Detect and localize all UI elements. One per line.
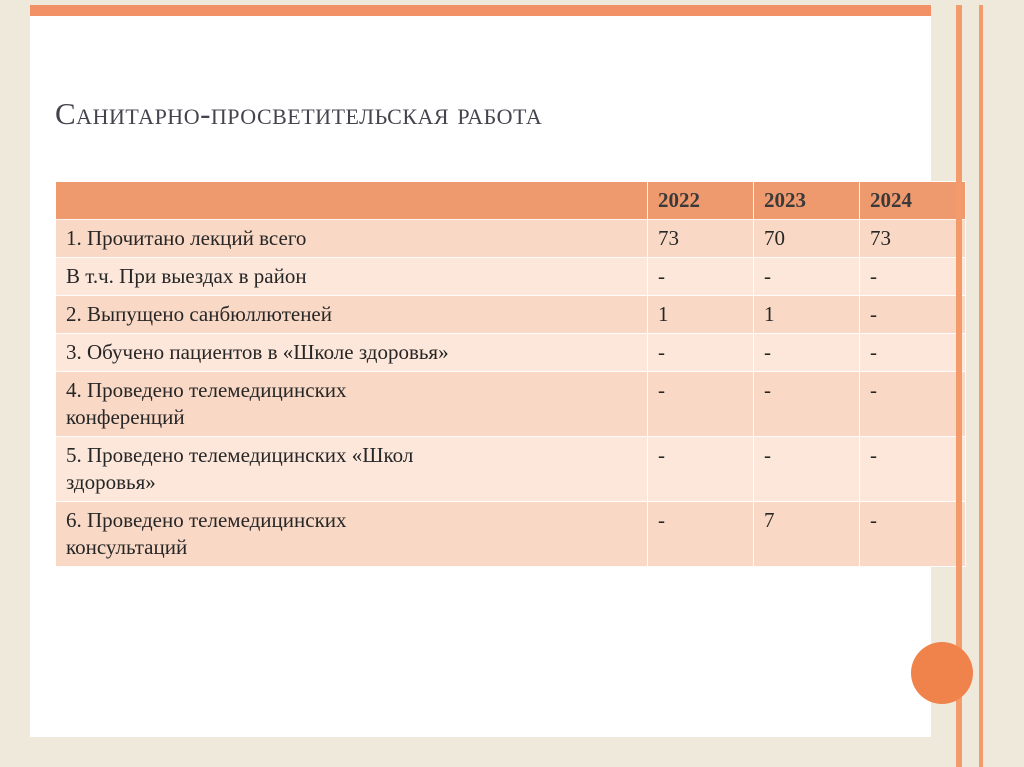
value-cell: 73 — [647, 219, 754, 258]
value-cell: - — [647, 501, 754, 567]
value-cell: 1 — [647, 295, 754, 334]
value-cell: - — [753, 257, 860, 296]
value-cell: - — [647, 371, 754, 437]
table-row: 2. Выпущено санбюллютеней 1 1- — [55, 295, 966, 334]
value-cell: - — [859, 371, 966, 437]
vertical-accent-stripe-2 — [979, 5, 983, 767]
value-cell: - — [753, 436, 860, 502]
top-accent-bar — [30, 5, 931, 16]
value-cell: 73 — [859, 219, 966, 258]
value-cell: - — [647, 257, 754, 296]
year-header-cell: 2022 — [647, 181, 754, 220]
table-row: 4. Проведено телемедицинских конференций… — [55, 371, 966, 437]
value-cell: - — [859, 436, 966, 502]
row-label-cell: 3. Обучено пациентов в «Школе здоровья» — [55, 333, 648, 372]
value-cell: - — [859, 257, 966, 296]
value-cell: 70 — [753, 219, 860, 258]
row-label-cell: 2. Выпущено санбюллютеней — [55, 295, 648, 334]
table-row: 6. Проведено телемедицинских консультаци… — [55, 501, 966, 567]
table-row: В т.ч. При выездах в район - - - — [55, 257, 966, 296]
row-label-cell: 1. Прочитано лекций всего — [55, 219, 648, 258]
year-header-cell: 2023 — [753, 181, 860, 220]
value-cell: 7 — [753, 501, 860, 567]
row-label-cell: 6. Проведено телемедицинских консультаци… — [55, 501, 648, 567]
table-row: 3. Обучено пациентов в «Школе здоровья» -… — [55, 333, 966, 372]
table-row: 1. Прочитано лекций всего 73 70 73 — [55, 219, 966, 258]
year-header-cell: 2024 — [859, 181, 966, 220]
value-cell: - — [647, 333, 754, 372]
vertical-accent-stripe-1 — [956, 5, 962, 767]
header-empty-cell — [55, 181, 648, 220]
value-cell: - — [859, 333, 966, 372]
sanitary-education-table: 2022 2023 2024 1. Прочитано лекций всего 73… — [55, 181, 966, 567]
table-row: 5. Проведено телемедицинских «Школ здоро… — [55, 436, 966, 502]
value-cell: - — [859, 501, 966, 567]
row-label-cell: В т.ч. При выездах в район — [55, 257, 648, 296]
value-cell: - — [753, 333, 860, 372]
row-label-cell: 4. Проведено телемедицинских конференций — [55, 371, 648, 437]
table-header-row: 2022 2023 2024 — [55, 181, 966, 220]
value-cell: - — [859, 295, 966, 334]
value-cell: - — [647, 436, 754, 502]
row-label-cell: 5. Проведено телемедицинских «Школ здоро… — [55, 436, 648, 502]
value-cell: 1 — [753, 295, 860, 334]
slide-title: Санитарно-просветительская работа — [55, 96, 543, 131]
value-cell: - — [753, 371, 860, 437]
accent-circle — [911, 642, 973, 704]
